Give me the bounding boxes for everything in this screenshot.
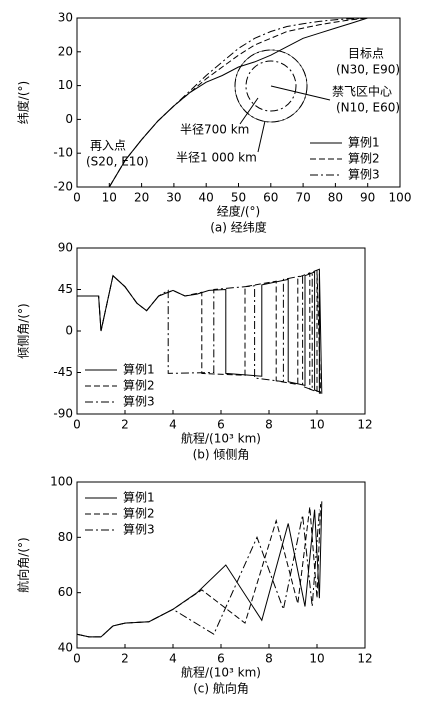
series-line — [76, 509, 320, 638]
x-tick-label: 90 — [360, 191, 375, 205]
annotation: 半径1 000 km — [176, 151, 257, 165]
x-tick-label: 6 — [217, 418, 225, 432]
x-tick-label: 100 — [389, 191, 412, 205]
x-tick-label: 0 — [73, 418, 81, 432]
y-axis-label: 纬度/(°) — [16, 81, 31, 124]
x-tick-label: 40 — [199, 191, 214, 205]
x-tick-label: 80 — [328, 191, 343, 205]
y-axis-label: 航向角/(°) — [16, 537, 31, 592]
legend-label: 算例2 — [123, 506, 155, 521]
x-tick-label: 50 — [231, 191, 246, 205]
pointer — [239, 97, 259, 125]
x-tick-label: 0 — [73, 652, 81, 666]
legend-label: 算例1 — [348, 135, 380, 150]
caption: (c) 航向角 — [193, 681, 249, 696]
y-tick-label: 100 — [50, 475, 73, 489]
legend-label: 算例3 — [348, 167, 380, 182]
x-tick-label: 6 — [217, 652, 225, 666]
caption: (b) 倾侧角 — [193, 448, 250, 462]
caption: (a) 经纬度 — [210, 220, 267, 235]
x-axis-label: 经度/(°) — [217, 204, 260, 219]
annotation: 再入点 — [90, 139, 126, 153]
x-tick-label: 4 — [169, 652, 177, 666]
y-tick-label: 30 — [58, 11, 73, 25]
annotation: 禁飞区中心 — [332, 84, 392, 99]
x-axis-label: 航程/(10³ km) — [181, 665, 261, 680]
y-tick-label: -45 — [53, 365, 73, 379]
series-line — [76, 501, 323, 638]
y-tick-label: -20 — [53, 180, 73, 194]
y-tick-label: 20 — [58, 44, 73, 58]
y-tick-label: 60 — [58, 585, 73, 599]
annotation: (N10, E60) — [336, 101, 400, 115]
x-tick-label: 20 — [134, 191, 149, 205]
x-tick-label: 8 — [265, 652, 273, 666]
x-tick-label: 10 — [309, 652, 324, 666]
x-tick-label: 8 — [265, 418, 273, 432]
x-tick-label: 10 — [309, 418, 324, 432]
x-tick-label: 10 — [102, 191, 117, 205]
y-axis-label: 倾侧角/(°) — [17, 303, 31, 358]
y-tick-label: 45 — [58, 282, 73, 296]
y-tick-label: 80 — [58, 530, 73, 544]
series-line — [76, 504, 322, 638]
x-tick-label: 60 — [263, 191, 278, 205]
x-tick-label: 70 — [295, 191, 310, 205]
x-axis-label: 航程/(10³ km) — [181, 431, 261, 446]
legend-label: 算例1 — [123, 362, 155, 377]
outer-circle-solid — [234, 49, 308, 123]
annotation: (S20, E10) — [86, 155, 149, 169]
legend-label: 算例3 — [123, 522, 155, 537]
annotation: 目标点 — [348, 47, 384, 61]
x-tick-label: 2 — [121, 652, 129, 666]
y-tick-label: 90 — [58, 241, 73, 255]
x-tick-label: 0 — [73, 191, 81, 205]
x-tick-label: 12 — [357, 418, 372, 432]
y-tick-label: 40 — [58, 641, 73, 655]
x-tick-label: 2 — [121, 418, 129, 432]
y-tick-label: 10 — [58, 78, 73, 92]
inner-circle — [245, 60, 297, 112]
y-tick-label: 0 — [65, 112, 73, 126]
legend-label: 算例2 — [348, 151, 380, 166]
series-line — [108, 17, 368, 188]
legend-label: 算例1 — [123, 490, 155, 505]
annotation: (N30, E90) — [336, 63, 400, 77]
y-tick-label: 0 — [65, 324, 73, 338]
y-tick-label: -90 — [53, 407, 73, 421]
x-tick-label: 4 — [169, 418, 177, 432]
pointer — [257, 120, 266, 153]
legend-label: 算例3 — [123, 394, 155, 409]
series-line — [77, 270, 322, 394]
x-tick-label: 12 — [357, 652, 372, 666]
no-fly-zone — [234, 49, 331, 153]
legend-label: 算例2 — [123, 378, 155, 393]
x-tick-label: 30 — [166, 191, 181, 205]
pointer — [270, 85, 331, 101]
series-line — [77, 268, 320, 394]
y-tick-label: -10 — [53, 146, 73, 160]
annotation: 半径700 km — [180, 123, 249, 137]
series-line — [77, 270, 323, 394]
